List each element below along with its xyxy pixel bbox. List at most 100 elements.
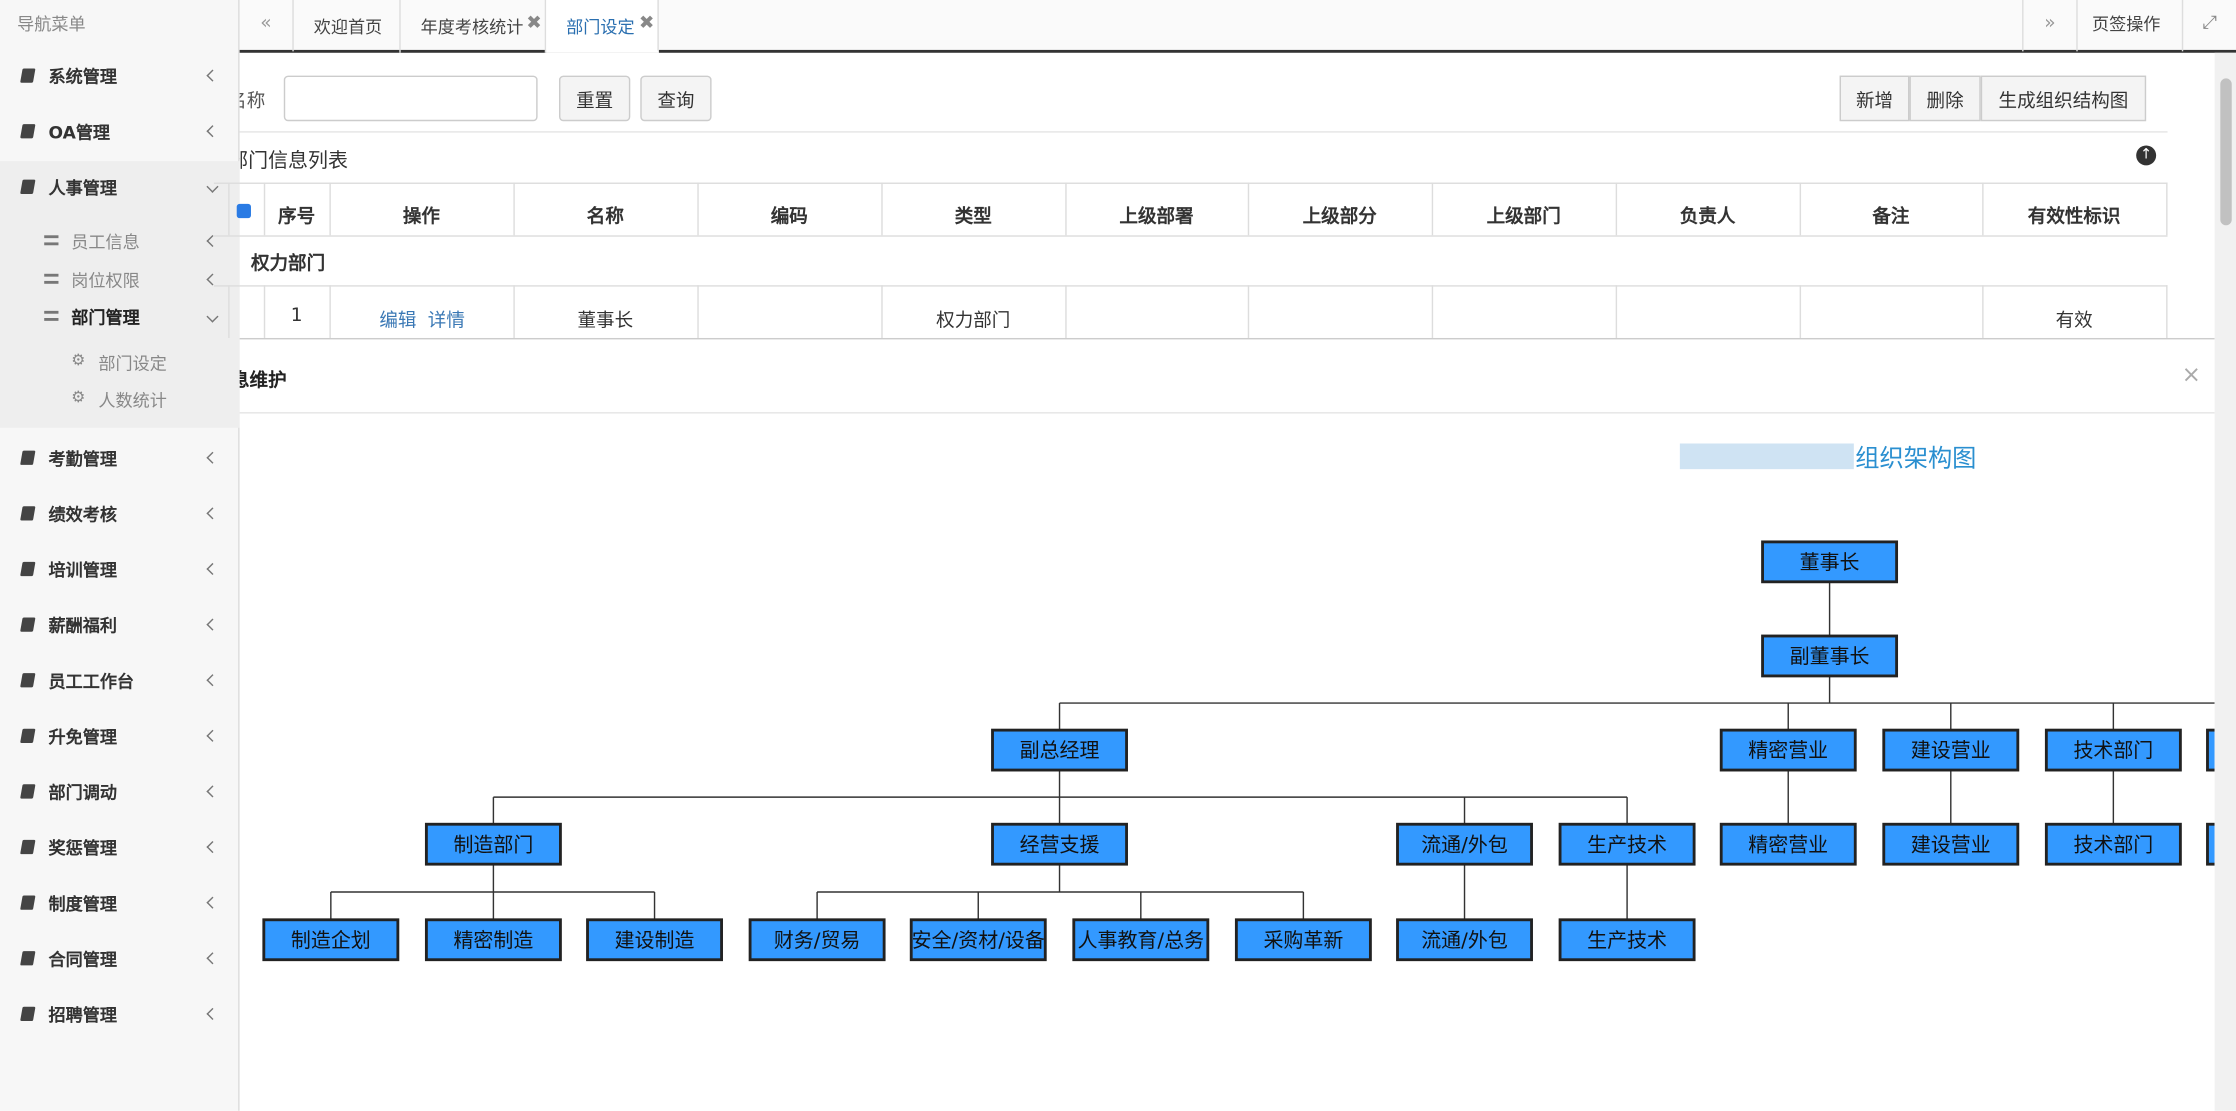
- tab-bar: [0, 0, 2236, 53]
- column-line: [1431, 285, 1434, 338]
- node-box: [1558, 822, 1696, 866]
- node-box: [1719, 728, 1857, 772]
- column-header: 上级部署: [1119, 206, 1194, 229]
- column-line: [1799, 285, 1802, 338]
- scroll-thumb[interactable]: [2220, 78, 2232, 226]
- menu-icon: [20, 783, 36, 798]
- button[interactable]: 生成组织结构图: [1980, 75, 2147, 122]
- cell: 有效: [2055, 310, 2093, 333]
- node-label: 董事长: [1800, 550, 1860, 574]
- column-line: [1065, 285, 1067, 338]
- node-box: [2206, 822, 2215, 866]
- menu-item[interactable]: 部门调动: [48, 782, 117, 803]
- node-box: [1396, 918, 1533, 962]
- column-line: [1615, 182, 1618, 236]
- fullscreen[interactable]: ⤢: [2181, 0, 2236, 52]
- divider: [213, 131, 2168, 133]
- node-label: 副董事长: [1790, 644, 1870, 668]
- tab-close[interactable]: ✖: [526, 12, 542, 35]
- gear-icon: ⚙: [71, 387, 86, 406]
- node-box: [1396, 822, 1533, 866]
- row-action[interactable]: 编辑: [379, 310, 417, 333]
- menu-item[interactable]: 制度管理: [48, 893, 117, 914]
- menu-item[interactable]: 奖惩管理: [48, 837, 117, 858]
- tab[interactable]: [294, 0, 401, 53]
- submenu-leaf[interactable]: 人数统计: [98, 390, 167, 410]
- node-box: [1072, 918, 1210, 962]
- tab-next[interactable]: »: [2022, 0, 2076, 52]
- menu-item[interactable]: 合同管理: [48, 949, 117, 969]
- menu-item[interactable]: 招聘管理: [48, 1004, 117, 1025]
- node-box: [424, 822, 562, 866]
- gear-icon: ⚙: [71, 350, 86, 369]
- column-line: [1065, 182, 1067, 236]
- column-line: [228, 285, 230, 338]
- search-input[interactable]: [283, 75, 538, 122]
- menu-item[interactable]: 人事管理: [48, 178, 117, 199]
- column-line: [1982, 182, 1984, 236]
- node-label: 精密制造: [453, 928, 533, 952]
- submenu-item[interactable]: 部门管理: [71, 308, 140, 328]
- button[interactable]: 新增: [1839, 75, 1910, 122]
- tab-label[interactable]: 部门设定: [566, 17, 635, 38]
- menu-icon: [20, 839, 36, 854]
- menu-icon: [20, 68, 36, 83]
- menu-item[interactable]: 考勤管理: [48, 448, 117, 469]
- menu-icon: [20, 179, 36, 194]
- cell: 权力部门: [936, 310, 1011, 333]
- checkbox[interactable]: [236, 203, 251, 219]
- sub-icon: [44, 310, 59, 321]
- tab-label[interactable]: 年度考核统计: [420, 17, 524, 38]
- column-line: [513, 285, 515, 338]
- tab-menu[interactable]: 页签操作: [2076, 0, 2182, 52]
- tab-label[interactable]: 欢迎首页: [313, 17, 383, 38]
- button[interactable]: 重置: [558, 75, 631, 122]
- dialog-close[interactable]: ×: [2181, 360, 2201, 388]
- menu-item[interactable]: 培训管理: [48, 559, 117, 580]
- table-border: [213, 182, 2168, 184]
- sidebar-title: 导航菜单: [17, 14, 86, 35]
- column-line: [329, 285, 331, 338]
- column-line: [513, 182, 515, 236]
- node-box: [1558, 918, 1696, 962]
- node-label: 采购革新: [1263, 928, 1343, 952]
- cell: 董事长: [577, 310, 634, 333]
- row-action[interactable]: 详情: [427, 310, 465, 333]
- column-line: [1982, 285, 1984, 338]
- collapse-icon[interactable]: ↑: [2136, 145, 2157, 166]
- divider: [213, 412, 2215, 414]
- button[interactable]: 查询: [640, 75, 712, 122]
- node-label: 技术部门: [2073, 832, 2153, 856]
- node-box: [262, 918, 400, 962]
- menu-item[interactable]: OA管理: [48, 122, 111, 143]
- column-line: [881, 285, 883, 338]
- menu-item[interactable]: 薪酬福利: [48, 615, 117, 636]
- menu-item[interactable]: 员工工作台: [48, 670, 135, 691]
- menu-item[interactable]: 系统管理: [48, 67, 117, 87]
- tab-prev[interactable]: «: [240, 0, 294, 52]
- tab[interactable]: [546, 0, 659, 53]
- menu-item[interactable]: 升免管理: [48, 726, 117, 747]
- submenu-item[interactable]: 员工信息: [71, 232, 140, 253]
- submenu-leaf[interactable]: 部门设定: [98, 352, 167, 373]
- node-label: 制造部门: [453, 832, 533, 856]
- column-header: 有效性标识: [2027, 206, 2121, 229]
- node-label: 生产技术: [1587, 832, 1667, 856]
- column-line: [1247, 285, 1250, 338]
- node-label: 人事教育/总务: [1078, 928, 1204, 952]
- sub-icon: [44, 235, 59, 246]
- column-header: 上级部门: [1486, 206, 1561, 229]
- node-box: [586, 918, 723, 962]
- tab[interactable]: [401, 0, 547, 53]
- table-title: 部门信息列表: [228, 149, 348, 173]
- menu-item[interactable]: 绩效考核: [48, 504, 117, 525]
- submenu-item[interactable]: 岗位权限: [71, 270, 140, 291]
- button[interactable]: 删除: [1909, 75, 1981, 122]
- row-index: 1: [290, 305, 303, 327]
- tab-close[interactable]: ✖: [638, 12, 655, 35]
- node-label: 安全/资材/设备: [912, 928, 1045, 952]
- column-line: [263, 182, 266, 236]
- menu-icon: [20, 1006, 36, 1021]
- node-box: [2044, 728, 2182, 772]
